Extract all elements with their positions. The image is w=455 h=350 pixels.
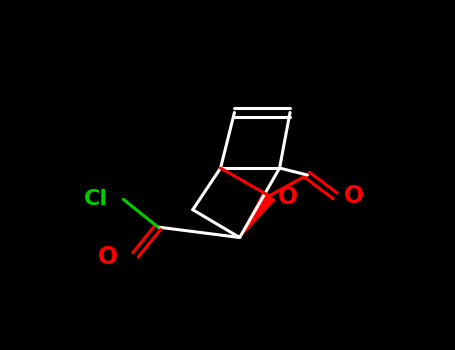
Text: O: O: [98, 245, 118, 268]
Polygon shape: [240, 192, 275, 238]
Text: Cl: Cl: [84, 189, 108, 209]
Text: O: O: [344, 184, 364, 208]
Text: O: O: [278, 184, 298, 209]
